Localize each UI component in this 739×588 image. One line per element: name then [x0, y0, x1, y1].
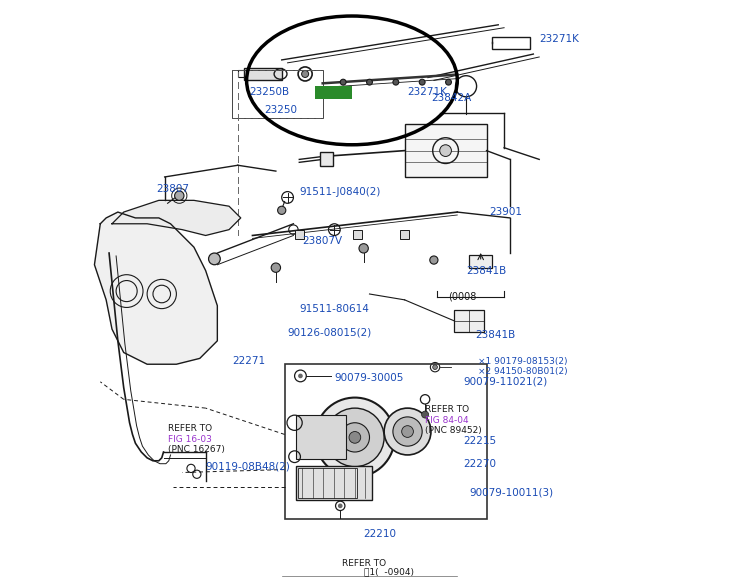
Bar	[298, 468, 357, 498]
Circle shape	[359, 243, 368, 253]
Bar	[353, 230, 362, 239]
Text: FIG 16-03: FIG 16-03	[168, 435, 211, 443]
Circle shape	[208, 253, 220, 265]
Circle shape	[393, 79, 399, 85]
Bar	[492, 36, 531, 49]
Text: 23250: 23250	[264, 105, 297, 115]
Circle shape	[315, 397, 395, 477]
Text: 22271: 22271	[232, 356, 265, 366]
Text: 91511-80614: 91511-80614	[299, 303, 370, 313]
Text: (PNC 89452): (PNC 89452)	[425, 426, 482, 436]
Text: 23291: 23291	[317, 87, 350, 97]
Text: (0008-: (0008-	[449, 292, 480, 302]
Bar	[454, 310, 483, 332]
Circle shape	[174, 191, 184, 201]
Bar	[296, 466, 372, 500]
Bar	[405, 124, 486, 177]
Bar	[244, 68, 282, 81]
Circle shape	[433, 365, 437, 369]
Text: 22210: 22210	[364, 529, 397, 539]
Text: 23841B: 23841B	[475, 330, 515, 340]
Text: 23271K: 23271K	[539, 35, 579, 45]
Text: ×2 94150-80B01(2): ×2 94150-80B01(2)	[478, 368, 568, 376]
Bar	[232, 71, 323, 118]
Circle shape	[430, 256, 438, 264]
Circle shape	[302, 71, 309, 78]
Circle shape	[326, 408, 384, 467]
Circle shape	[338, 503, 343, 508]
Text: 23250B: 23250B	[250, 87, 290, 97]
Polygon shape	[95, 212, 217, 364]
Circle shape	[340, 79, 346, 85]
Circle shape	[271, 263, 281, 272]
Text: REFER TO: REFER TO	[425, 405, 469, 415]
Text: REFER TO: REFER TO	[168, 424, 211, 433]
Text: (PNC 16267): (PNC 16267)	[168, 445, 225, 454]
Text: 23807V: 23807V	[302, 236, 342, 246]
Text: FIG 84-04: FIG 84-04	[425, 416, 469, 425]
Circle shape	[367, 79, 372, 85]
Text: REFER TO: REFER TO	[341, 559, 386, 567]
Text: 22215: 22215	[463, 436, 497, 446]
Text: 23841B: 23841B	[466, 266, 506, 276]
Text: 23901: 23901	[489, 207, 522, 217]
Circle shape	[440, 145, 452, 156]
Bar	[285, 364, 486, 519]
Circle shape	[278, 206, 286, 215]
Polygon shape	[112, 201, 241, 235]
Text: 图1(  -0904): 图1( -0904)	[364, 567, 414, 576]
Text: ×1 90179-08153(2): ×1 90179-08153(2)	[478, 357, 568, 366]
Circle shape	[349, 432, 361, 443]
Circle shape	[393, 417, 422, 446]
Text: 91511-J0840(2): 91511-J0840(2)	[299, 186, 381, 196]
Bar	[238, 71, 247, 78]
Bar	[295, 230, 304, 239]
Bar	[296, 415, 346, 459]
Circle shape	[384, 408, 431, 455]
Text: 90079-10011(3): 90079-10011(3)	[469, 488, 553, 498]
Circle shape	[402, 426, 413, 437]
Text: 22270: 22270	[463, 459, 496, 469]
Text: 23842A: 23842A	[431, 93, 471, 103]
Text: 90126-08015(2): 90126-08015(2)	[287, 327, 372, 337]
Circle shape	[419, 79, 425, 85]
Text: 90119-08B48(2): 90119-08B48(2)	[205, 462, 290, 472]
Circle shape	[421, 411, 429, 418]
Circle shape	[298, 373, 303, 378]
Bar	[320, 152, 333, 166]
Bar	[400, 230, 409, 239]
Text: 23807: 23807	[156, 183, 189, 193]
Text: 90079-30005: 90079-30005	[334, 373, 403, 383]
Circle shape	[446, 79, 452, 85]
Text: 90079-11021(2): 90079-11021(2)	[463, 377, 548, 387]
Text: 23271K: 23271K	[407, 87, 447, 97]
Bar	[469, 255, 492, 268]
Circle shape	[340, 423, 370, 452]
